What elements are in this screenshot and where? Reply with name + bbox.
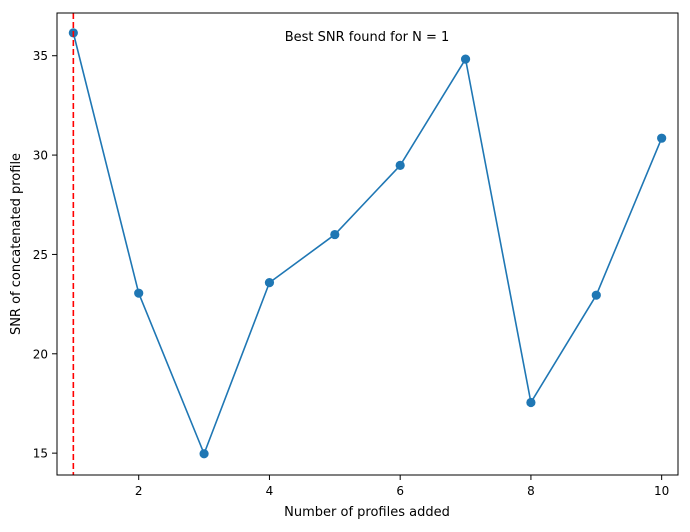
marks-layer: [68, 28, 667, 459]
data-point: [395, 160, 405, 171]
data-point: [199, 449, 209, 459]
plot-frame: [56, 12, 679, 476]
series-line: [72, 32, 663, 455]
x-tick-label: 2: [135, 484, 143, 498]
annotation-text: Best SNR found for N = 1: [285, 30, 450, 45]
data-point: [526, 397, 536, 408]
y-tick-label: 30: [33, 149, 48, 163]
y-axis-label: SNR of concatenated profile: [9, 153, 24, 335]
x-tick-label: 8: [527, 484, 535, 498]
axes-layer: 2 4 6 8 10 15 20 25 30 35: [33, 49, 670, 498]
y-tick-label: 20: [33, 347, 48, 361]
data-point: [330, 229, 340, 240]
data-point: [460, 54, 471, 64]
plot-background: [57, 13, 678, 475]
x-tick-label: 10: [654, 484, 669, 498]
y-tick-label: 35: [33, 49, 48, 63]
y-tick-label: 25: [33, 248, 48, 262]
x-axis-label: Number of profiles added: [284, 505, 450, 520]
data-point: [134, 288, 144, 298]
data-point: [264, 278, 275, 288]
x-tick-label: 4: [266, 484, 274, 498]
data-point: [591, 290, 601, 300]
y-tick-label: 15: [33, 447, 48, 461]
x-tick-label: 6: [396, 484, 404, 498]
data-point: [657, 133, 667, 143]
